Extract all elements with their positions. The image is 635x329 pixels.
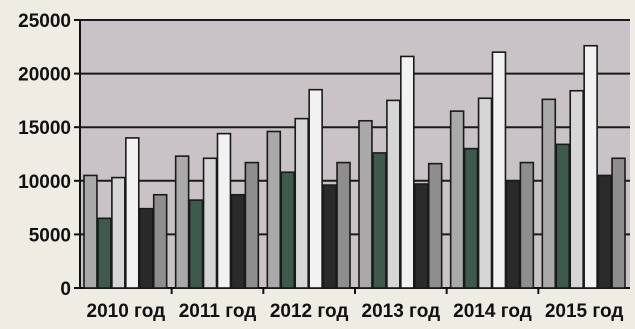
y-tick-label: 0 bbox=[60, 279, 71, 300]
bar bbox=[569, 89, 584, 289]
bar bbox=[372, 152, 387, 289]
bar bbox=[449, 110, 465, 289]
bar bbox=[413, 183, 429, 289]
bar bbox=[97, 217, 112, 289]
y-tick-label: 20000 bbox=[18, 65, 71, 86]
bar bbox=[266, 130, 282, 289]
bar bbox=[83, 174, 98, 289]
bar bbox=[386, 99, 401, 289]
bar bbox=[174, 155, 190, 289]
x-tick-label: 2010 год bbox=[87, 301, 166, 322]
bar bbox=[308, 88, 323, 289]
bar bbox=[477, 97, 493, 289]
bar bbox=[280, 171, 296, 289]
bar bbox=[427, 162, 443, 289]
bar bbox=[519, 161, 535, 289]
bar bbox=[611, 157, 626, 289]
x-tick-label: 2013 год bbox=[362, 301, 441, 322]
bar bbox=[216, 132, 232, 289]
bar bbox=[111, 176, 126, 289]
x-tick-label: 2012 год bbox=[270, 301, 349, 322]
y-tick-label: 25000 bbox=[18, 11, 71, 32]
bar bbox=[541, 98, 557, 289]
bar bbox=[400, 55, 415, 289]
bar bbox=[244, 161, 260, 289]
bar bbox=[336, 161, 351, 289]
bar bbox=[555, 143, 571, 289]
bar bbox=[294, 117, 309, 289]
bar bbox=[138, 207, 154, 289]
bar bbox=[358, 119, 373, 289]
y-tick-label: 15000 bbox=[18, 118, 71, 139]
bar bbox=[125, 137, 140, 289]
bar bbox=[491, 51, 507, 289]
y-tick-label: 10000 bbox=[18, 172, 71, 193]
bar bbox=[152, 193, 168, 289]
bar bbox=[597, 174, 612, 289]
x-tick-label: 2015 год bbox=[545, 301, 624, 322]
bar bbox=[583, 44, 598, 289]
x-tick-label: 2011 год bbox=[179, 301, 257, 322]
x-tick-label: 2014 год bbox=[453, 301, 532, 322]
bar bbox=[505, 180, 521, 289]
bar bbox=[463, 147, 479, 289]
bar bbox=[202, 157, 218, 289]
bar bbox=[188, 199, 204, 289]
plot-area bbox=[80, 20, 630, 288]
bar bbox=[322, 184, 337, 289]
bar bbox=[230, 193, 246, 289]
y-tick-label: 5000 bbox=[29, 225, 71, 246]
